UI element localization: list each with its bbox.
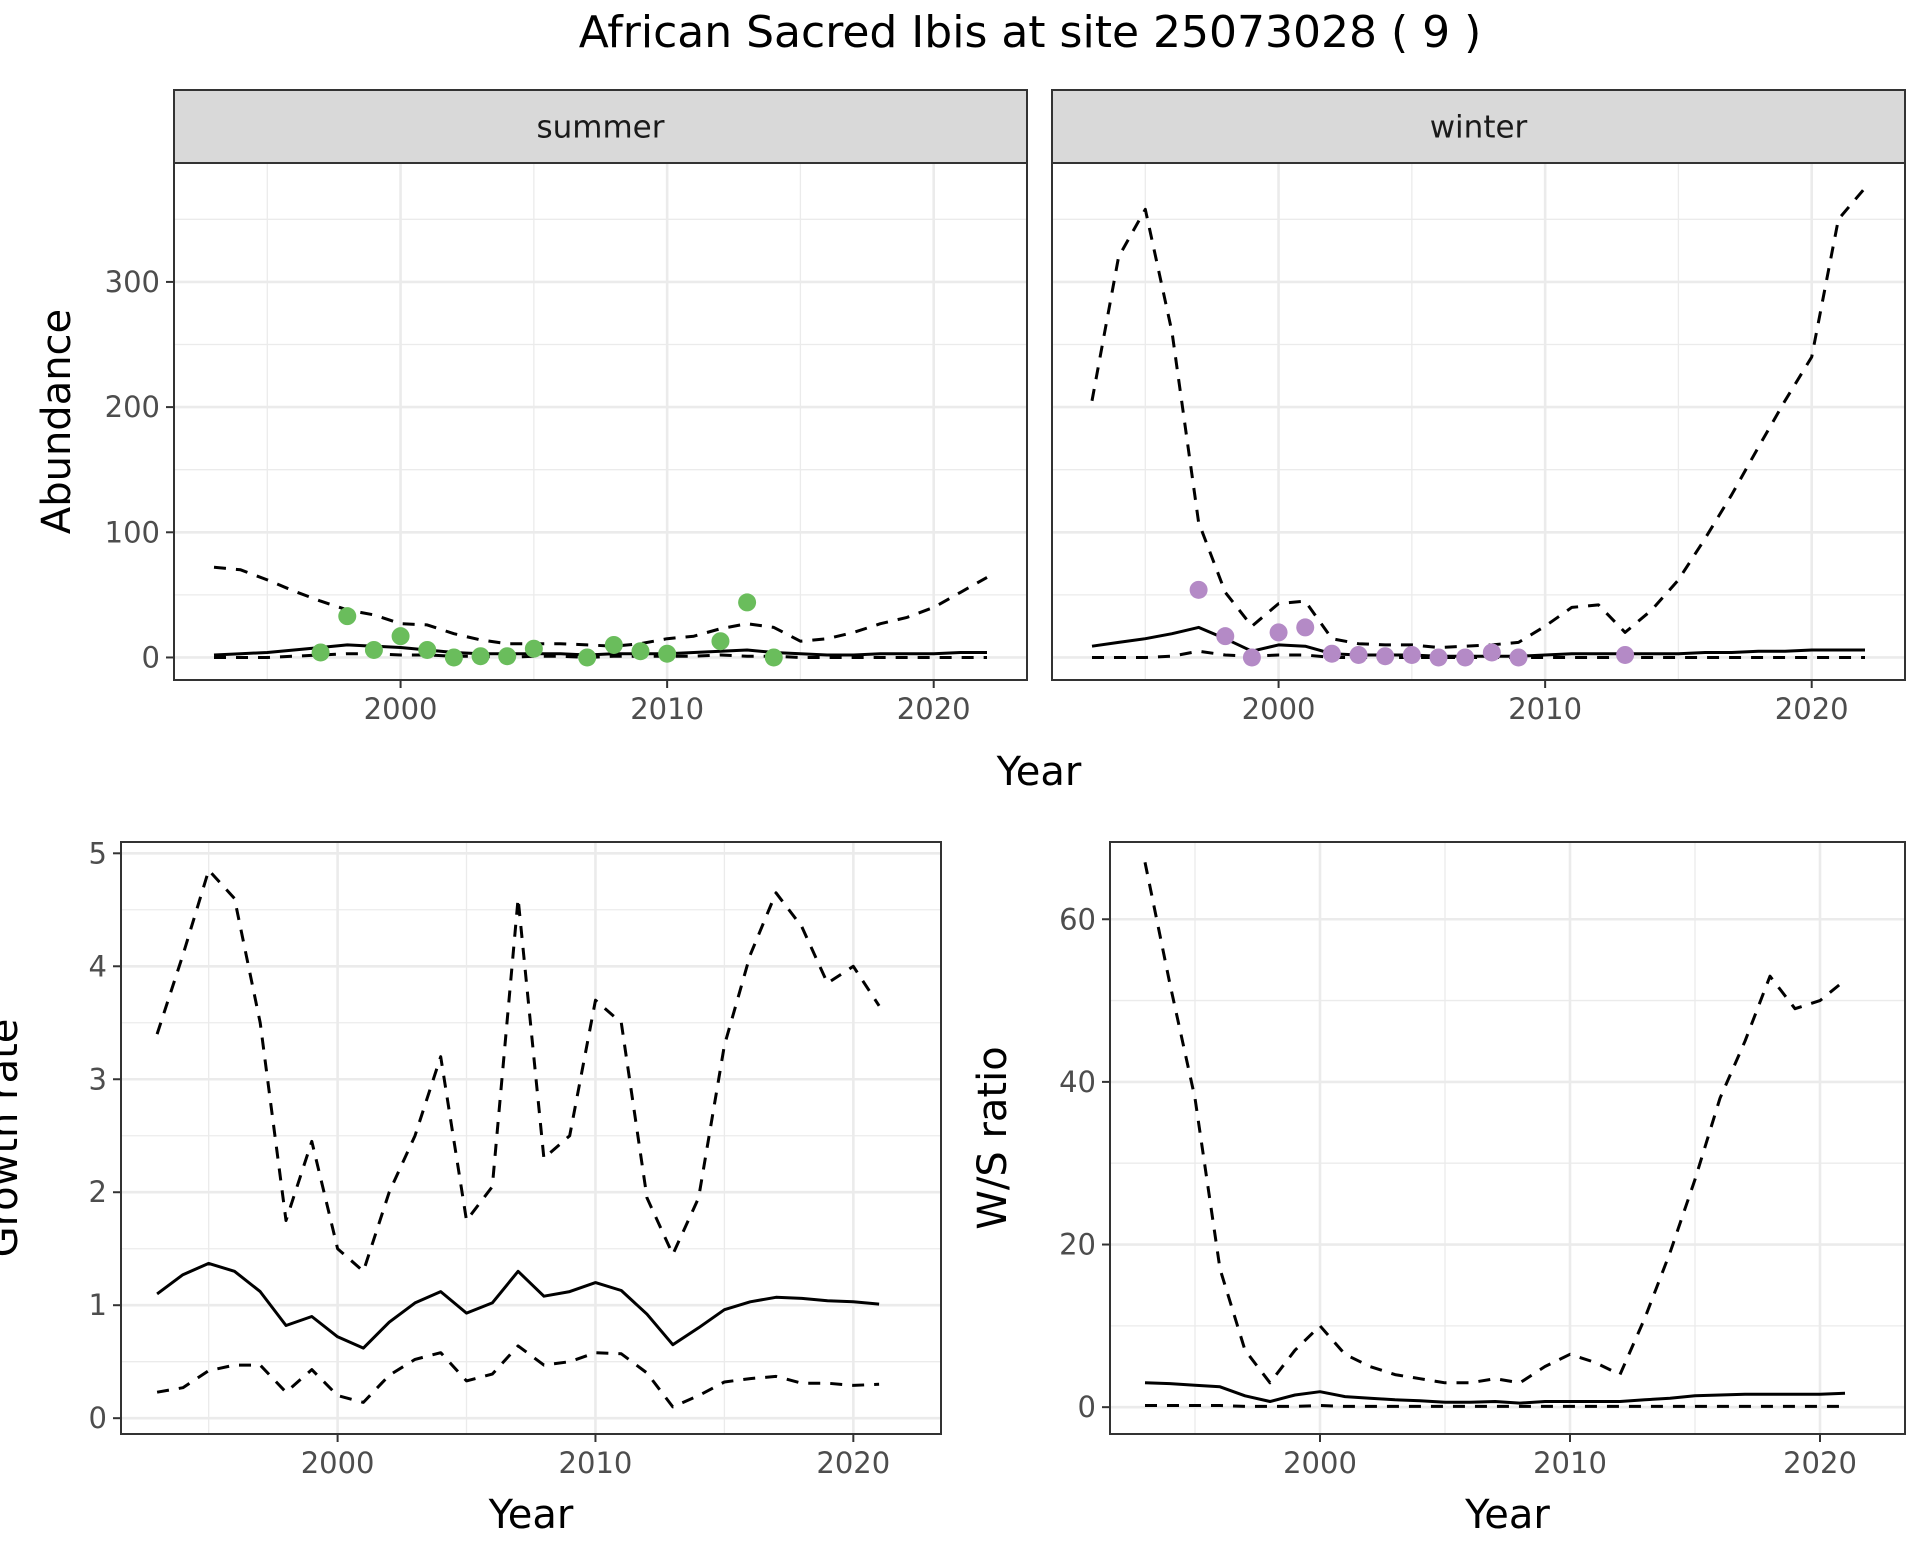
data-point	[1349, 645, 1368, 664]
y-tick-label: 200	[105, 390, 160, 424]
data-point	[764, 648, 783, 667]
x-axis-label-facets: Year	[996, 749, 1082, 795]
y-tick-label: 4	[89, 949, 107, 983]
panel-ratio: 2000 2010 2020 0 20 40 60 Year W/S ratio	[970, 841, 1906, 1538]
series-line-dashed	[155, 868, 881, 1273]
panel-winter: winter 2000 2010 2020	[1051, 89, 1906, 726]
y-tick-label: 60	[1059, 902, 1096, 936]
y-tick-label: 0	[89, 1401, 107, 1435]
x-tick-label: 2000	[364, 692, 438, 726]
facet-strip-label: winter	[1430, 110, 1528, 146]
data-point	[364, 640, 383, 659]
series-line-solid	[1144, 1381, 1846, 1405]
x-axis-label: Year	[488, 1492, 574, 1538]
panel-growth: 2000 2010 2020 0 1 2 3 4 5 Year Growth rate	[0, 836, 942, 1538]
y-tick-label: 3	[89, 1062, 107, 1096]
data-point	[471, 647, 490, 666]
x-tick-label: 2010	[630, 692, 704, 726]
y-tick-label: 100	[105, 515, 160, 549]
panel-summer: summer 2000 2010 2020 0 100 200 300 Abundance	[34, 89, 1028, 726]
x-tick-label: 2000	[1242, 692, 1316, 726]
x-tick-label: 2020	[897, 692, 971, 726]
data-point	[338, 607, 357, 626]
series-line-dashed	[1090, 187, 1867, 649]
y-tick-label: 5	[89, 836, 107, 870]
data-point	[1429, 648, 1448, 667]
data-point	[1376, 647, 1395, 666]
series-line-solid	[156, 1261, 880, 1350]
x-tick-label: 2020	[816, 1446, 890, 1480]
plot-background	[1110, 842, 1905, 1434]
data-point	[738, 593, 757, 612]
x-tick-label: 2010	[559, 1446, 633, 1480]
data-point	[631, 642, 650, 661]
data-point	[1509, 648, 1528, 667]
y-tick-label: 0	[142, 640, 160, 674]
x-axis-label: Year	[1464, 1492, 1550, 1538]
y-axis-label: W/S ratio	[970, 1046, 1016, 1229]
panel-border	[1109, 841, 1906, 1435]
data-point	[1482, 643, 1501, 662]
data-point	[711, 632, 730, 651]
panel-border	[120, 841, 942, 1435]
y-tick-label: 20	[1059, 1228, 1096, 1262]
data-point	[1269, 623, 1288, 642]
x-tick-label: 2020	[1783, 1446, 1857, 1480]
data-point	[1322, 644, 1341, 663]
data-point	[418, 640, 437, 659]
x-tick-label: 2010	[1533, 1446, 1607, 1480]
facet-strip	[173, 89, 1028, 164]
y-tick-label: 1	[89, 1288, 107, 1322]
x-tick-label: 2010	[1508, 692, 1582, 726]
data-point	[311, 643, 330, 662]
y-tick-label: 0	[1078, 1390, 1096, 1424]
data-point	[444, 648, 463, 667]
y-axis-label: Growth rate	[0, 1019, 27, 1258]
data-point	[658, 644, 677, 663]
x-tick-label: 2020	[1775, 692, 1849, 726]
y-tick-label: 300	[105, 265, 160, 299]
y-tick-label: 2	[89, 1175, 107, 1209]
y-tick-label: 40	[1059, 1065, 1096, 1099]
chart-title: African Sacred Ibis at site 25073028 ( 9…	[579, 7, 1482, 58]
data-point	[498, 647, 517, 666]
series-line-dashed	[214, 652, 987, 659]
data-point	[604, 635, 623, 654]
series-line-dashed	[1143, 861, 1846, 1385]
data-point	[1616, 645, 1635, 664]
series-line-dashed	[156, 1344, 880, 1409]
data-point	[1242, 648, 1261, 667]
data-point	[1189, 580, 1208, 599]
plot-background	[1052, 163, 1905, 680]
plot-background	[174, 163, 1027, 680]
data-point	[1216, 627, 1235, 646]
data-point	[1296, 618, 1315, 637]
plot-background	[121, 842, 941, 1434]
series-line-dashed	[1145, 1404, 1845, 1408]
facet-strip	[1051, 89, 1906, 164]
x-tick-label: 2000	[301, 1446, 375, 1480]
data-point	[391, 627, 410, 646]
series-line-dashed	[1092, 649, 1865, 659]
data-point	[578, 648, 597, 667]
y-axis-label: Abundance	[34, 309, 80, 534]
data-point	[1402, 645, 1421, 664]
data-point	[524, 639, 543, 658]
facet-strip-label: summer	[536, 110, 664, 146]
data-point	[1456, 648, 1475, 667]
x-tick-label: 2000	[1283, 1446, 1357, 1480]
series-line-solid	[213, 643, 987, 657]
